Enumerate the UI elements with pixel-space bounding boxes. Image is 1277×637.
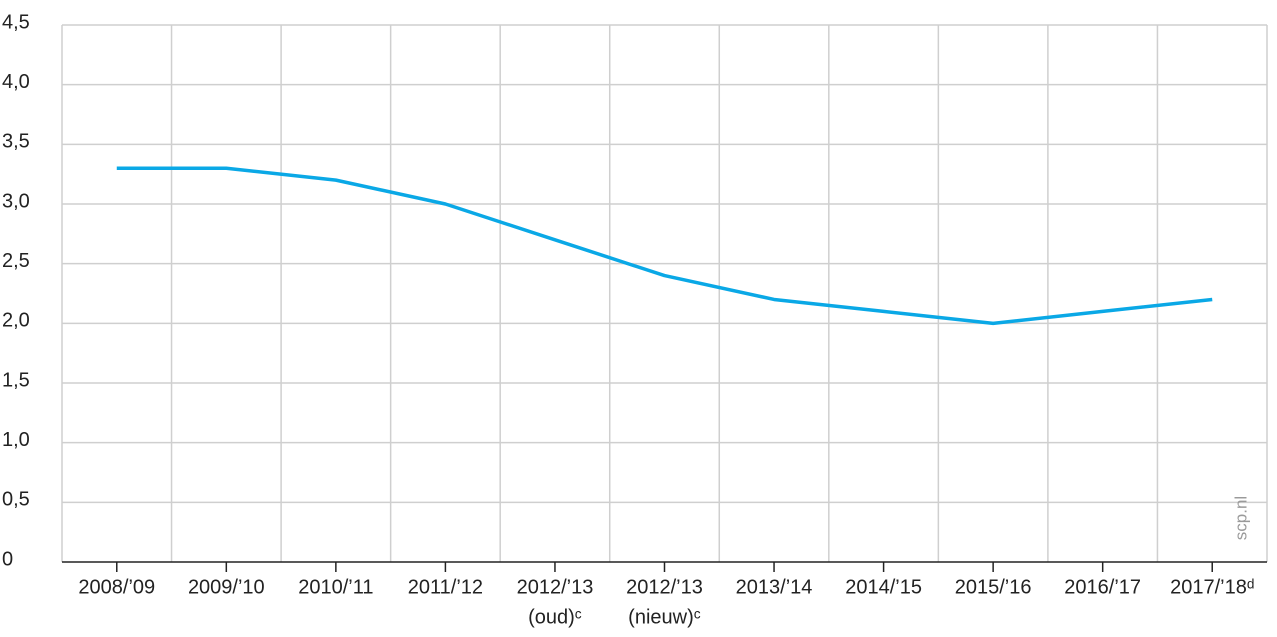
watermark: scp.nl (1231, 496, 1250, 540)
x-tick-label: 2011/’12 (408, 576, 483, 598)
x-tick-label: 2015/’16 (955, 576, 1032, 598)
x-tick-label: 2016/’17 (1064, 576, 1141, 598)
data-line (116, 166, 1213, 326)
y-tick-label: 2,5 (2, 250, 30, 272)
x-tick-label: 2012/’13 (626, 576, 703, 598)
y-tick-label: 1,0 (2, 429, 30, 451)
x-tick-label: 2014/’15 (845, 576, 922, 598)
x-tick-label: 2017/’18ᵈ (1170, 576, 1254, 598)
y-tick-label: 3,0 (2, 190, 30, 212)
x-tick-label: 2012/’13 (517, 576, 594, 598)
y-tick-label: 3,5 (2, 131, 30, 153)
x-tick-label: 2009/’10 (188, 576, 265, 598)
y-tick-label: 1,5 (2, 369, 30, 391)
x-tick-label: (oud)ᶜ (528, 606, 582, 628)
x-tick-label: 2013/’14 (736, 576, 813, 598)
x-tick-label: 2010/’11 (298, 576, 373, 598)
y-tick-label: 2,0 (2, 310, 30, 332)
x-tick-label: (nieuw)ᶜ (628, 606, 701, 628)
y-tick-label: 0 (2, 548, 13, 570)
y-tick-label: 0,5 (2, 489, 30, 511)
y-tick-label: 4,5 (2, 11, 30, 33)
y-tick-label: 4,0 (2, 71, 30, 93)
x-tick-label: 2008/’09 (78, 576, 155, 598)
